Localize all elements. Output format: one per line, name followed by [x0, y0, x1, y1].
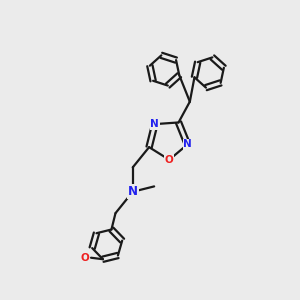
Text: N: N	[183, 140, 192, 149]
Text: O: O	[80, 253, 89, 263]
Text: N: N	[128, 185, 138, 198]
Text: N: N	[151, 119, 159, 129]
Text: O: O	[165, 155, 174, 165]
